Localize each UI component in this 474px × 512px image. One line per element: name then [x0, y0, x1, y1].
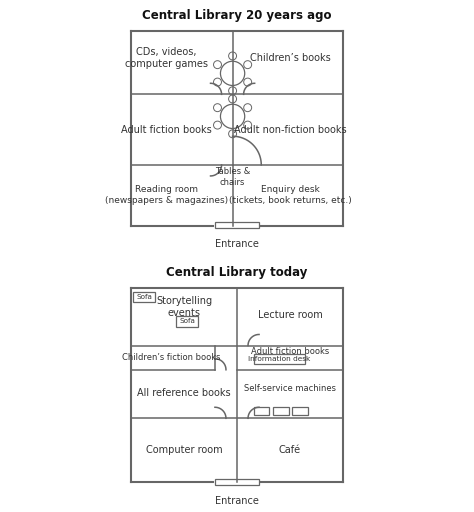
Text: Café: Café — [279, 445, 301, 455]
Bar — [133, 292, 155, 303]
Bar — [215, 222, 259, 228]
Bar — [273, 407, 289, 415]
Text: Adult fiction books: Adult fiction books — [121, 124, 212, 135]
Text: Enquiry desk
(tickets, book returns, etc.): Enquiry desk (tickets, book returns, etc… — [228, 185, 351, 205]
Text: All reference books: All reference books — [137, 388, 231, 398]
Text: Lecture room: Lecture room — [257, 310, 322, 319]
Text: Entrance: Entrance — [215, 496, 259, 505]
Text: Sofa: Sofa — [137, 294, 152, 300]
Bar — [254, 407, 269, 415]
Text: Adult non-fiction books: Adult non-fiction books — [234, 124, 346, 135]
Text: Central Library today: Central Library today — [166, 266, 308, 279]
Bar — [176, 316, 199, 327]
Text: Computer room: Computer room — [146, 445, 222, 455]
Bar — [215, 479, 259, 485]
Text: Entrance: Entrance — [215, 239, 259, 249]
Text: Children’s books: Children’s books — [250, 53, 330, 63]
Text: Information desk: Information desk — [248, 356, 310, 362]
Bar — [254, 354, 305, 365]
Text: Central Library 20 years ago: Central Library 20 years ago — [142, 9, 332, 23]
Text: Sofa: Sofa — [180, 318, 195, 325]
Text: Adult fiction books: Adult fiction books — [251, 347, 329, 355]
Bar — [292, 407, 308, 415]
Text: Reading room
(newspapers & magazines): Reading room (newspapers & magazines) — [105, 185, 228, 205]
Text: Storytelling
events: Storytelling events — [156, 296, 212, 318]
Text: Tables &
chairs: Tables & chairs — [215, 167, 250, 186]
Text: CDs, videos,
computer games: CDs, videos, computer games — [125, 47, 208, 69]
Text: Children’s fiction books: Children’s fiction books — [121, 353, 220, 361]
Text: Self-service machines: Self-service machines — [244, 384, 336, 393]
